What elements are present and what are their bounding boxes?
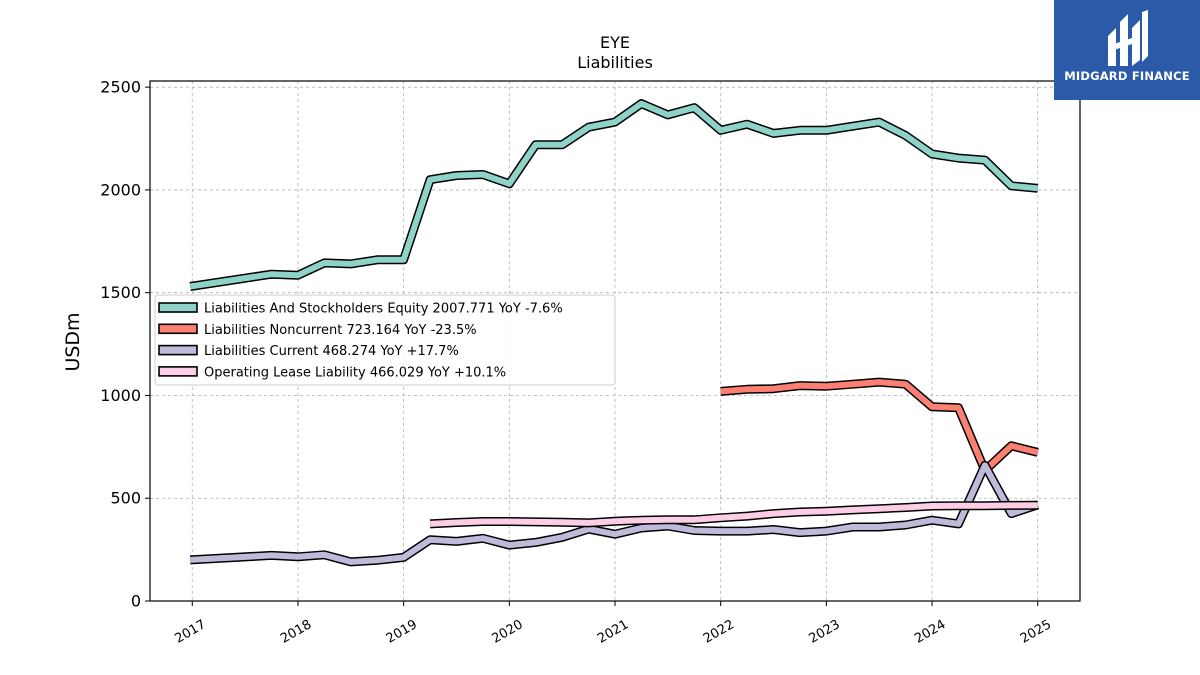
chart-subtitle: Liabilities <box>577 53 653 72</box>
legend: Liabilities And Stockholders Equity 2007… <box>154 294 616 386</box>
x-ticks: 2017 2018 2019 2020 2021 2022 2023 2024 2025 <box>172 601 1054 647</box>
legend-label: Liabilities Current 468.274 YoY +17.7% <box>204 344 459 359</box>
legend-swatch <box>158 344 198 356</box>
legend-box <box>154 294 616 386</box>
legend-label: Operating Lease Liability 466.029 YoY +1… <box>204 365 506 380</box>
y-tick-label: 0 <box>131 592 141 611</box>
y-tick-label: 500 <box>110 489 141 508</box>
x-tick-label: 2025 <box>1018 617 1054 647</box>
x-tick-label: 2018 <box>278 617 314 647</box>
x-tick-label: 2020 <box>489 617 525 647</box>
y-axis-label: USDm <box>62 312 84 371</box>
legend-swatch <box>158 323 198 335</box>
brand-logo: MIDGARD FINANCE <box>1054 0 1200 100</box>
series-line <box>190 462 1039 565</box>
series-layer <box>189 99 1040 567</box>
legend-swatch <box>158 366 198 377</box>
y-ticks: 0 500 1000 1500 2000 2500 <box>100 78 150 611</box>
y-tick-label: 2500 <box>100 78 141 97</box>
chart-title: EYE <box>600 33 630 52</box>
y-tick-label: 1500 <box>100 283 141 302</box>
series-line-outline <box>189 460 1040 567</box>
x-tick-label: 2021 <box>595 617 631 647</box>
legend-label: Liabilities Noncurrent 723.164 YoY -23.5… <box>204 323 477 338</box>
y-tick-label: 1000 <box>100 386 141 405</box>
y-tick-label: 2000 <box>100 180 141 199</box>
x-tick-label: 2019 <box>384 617 420 647</box>
legend-label: Liabilities And Stockholders Equity 2007… <box>204 302 563 317</box>
x-tick-label: 2024 <box>912 617 948 647</box>
series-line <box>429 502 1038 527</box>
logo-text: MIDGARD FINANCE <box>1064 69 1190 83</box>
logo-mark-icon <box>1108 10 1148 66</box>
x-tick-label: 2017 <box>172 617 208 647</box>
series-line-outline <box>189 99 1039 291</box>
series-line <box>189 100 1038 290</box>
x-tick-label: 2023 <box>807 617 843 647</box>
legend-swatch <box>158 302 198 313</box>
x-tick-label: 2022 <box>701 617 737 647</box>
